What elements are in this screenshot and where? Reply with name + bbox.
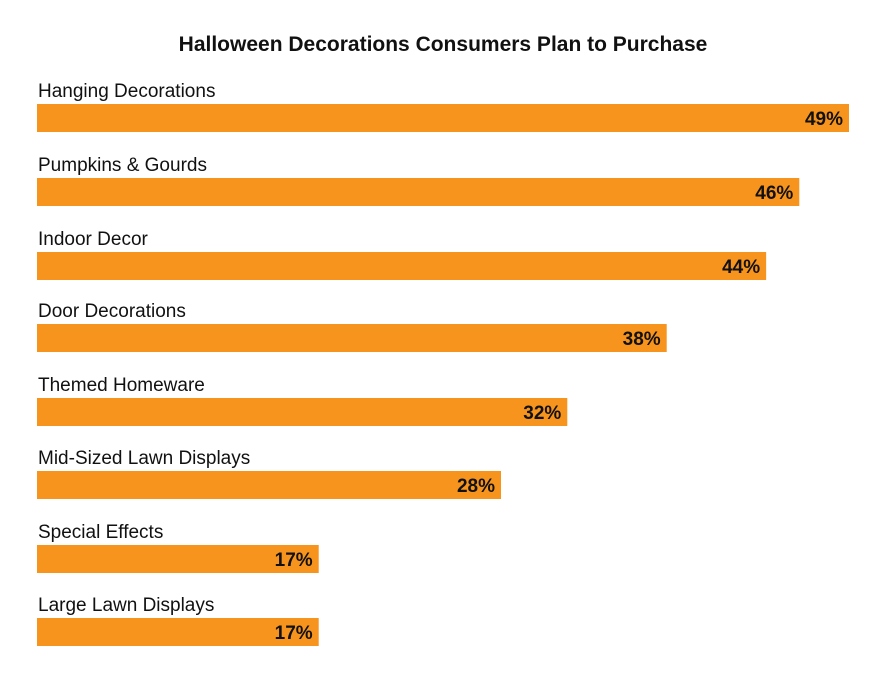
category-label: Mid-Sized Lawn Displays (38, 448, 250, 469)
bar (37, 104, 849, 132)
bar (37, 618, 319, 646)
value-label: 17% (275, 623, 313, 644)
value-label: 38% (623, 329, 661, 350)
category-label: Indoor Decor (38, 229, 149, 250)
bar (37, 545, 319, 573)
value-label: 46% (755, 183, 793, 204)
bar (37, 324, 667, 352)
category-label: Large Lawn Displays (38, 595, 214, 616)
value-label: 28% (457, 476, 495, 497)
bar (37, 252, 767, 280)
chart-title: Halloween Decorations Consumers Plan to … (178, 33, 708, 56)
category-label: Themed Homeware (38, 375, 205, 396)
category-label: Pumpkins & Gourds (38, 155, 207, 176)
value-label: 44% (722, 257, 760, 278)
category-label: Hanging Decorations (38, 81, 215, 102)
value-label: 32% (523, 403, 561, 424)
value-label: 49% (805, 109, 843, 130)
bar (37, 471, 501, 499)
bar (37, 178, 800, 206)
bar (37, 398, 568, 426)
category-label: Door Decorations (38, 301, 186, 322)
value-label: 17% (275, 550, 313, 571)
category-label: Special Effects (38, 522, 163, 543)
